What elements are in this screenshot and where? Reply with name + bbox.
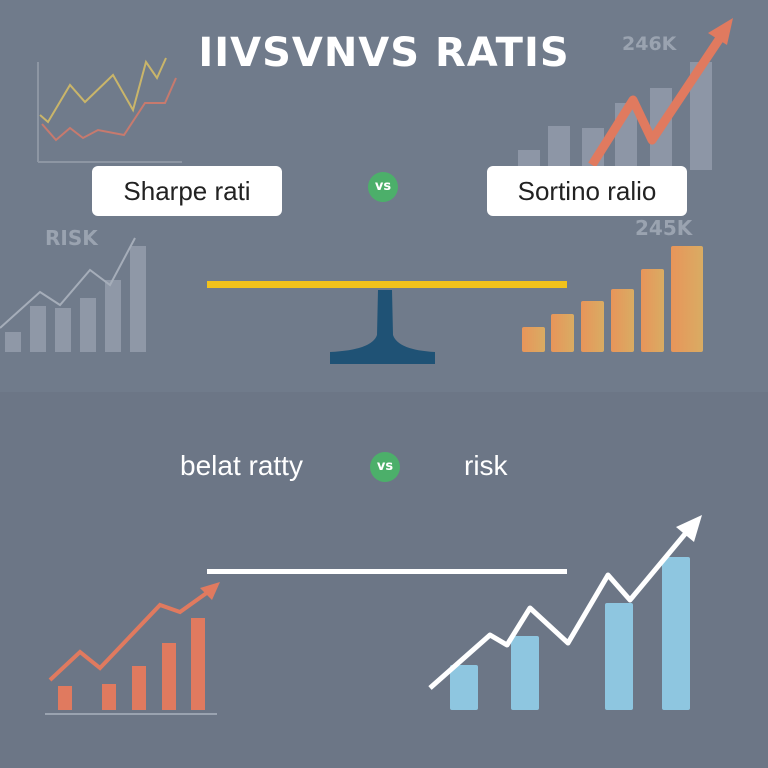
- seesaw-stand: [330, 290, 435, 364]
- arrow-head-icon: [676, 515, 702, 542]
- yellow-line: [39, 57, 167, 124]
- arrow-head-icon: [708, 18, 733, 45]
- sortino-ratio-label: Sortino ralio: [487, 166, 687, 216]
- mini-line-chart: [37, 57, 182, 163]
- page-title: IIVSVNVS RATIS: [198, 30, 570, 76]
- left-grey-bar-chart: [0, 237, 146, 352]
- arrow-head-icon: [200, 582, 220, 600]
- seesaw-bar: [207, 281, 567, 288]
- value-246k: 246K: [622, 33, 677, 55]
- bottom-left-label: belat ratty: [180, 450, 303, 481]
- bottom-right-label: risk: [464, 450, 508, 481]
- bottom-divider: [207, 569, 567, 574]
- red-line: [41, 77, 177, 142]
- vs-badge-bottom: vs: [370, 452, 400, 482]
- orange-trend-line: [48, 590, 210, 682]
- vs-badge: vs: [368, 172, 398, 202]
- top-right-bar-chart: [518, 62, 712, 170]
- white-trend-line: [428, 526, 692, 690]
- bottom-right-bar-chart: [450, 557, 690, 710]
- risk-label: RISK: [45, 226, 98, 250]
- value-245k: 245K: [635, 216, 693, 240]
- bottom-left-bar-chart: [58, 618, 205, 710]
- right-orange-bar-chart: [522, 246, 703, 352]
- sharpe-ratio-label: Sharpe rati: [92, 166, 282, 216]
- orange-trend-arrow: [588, 32, 726, 168]
